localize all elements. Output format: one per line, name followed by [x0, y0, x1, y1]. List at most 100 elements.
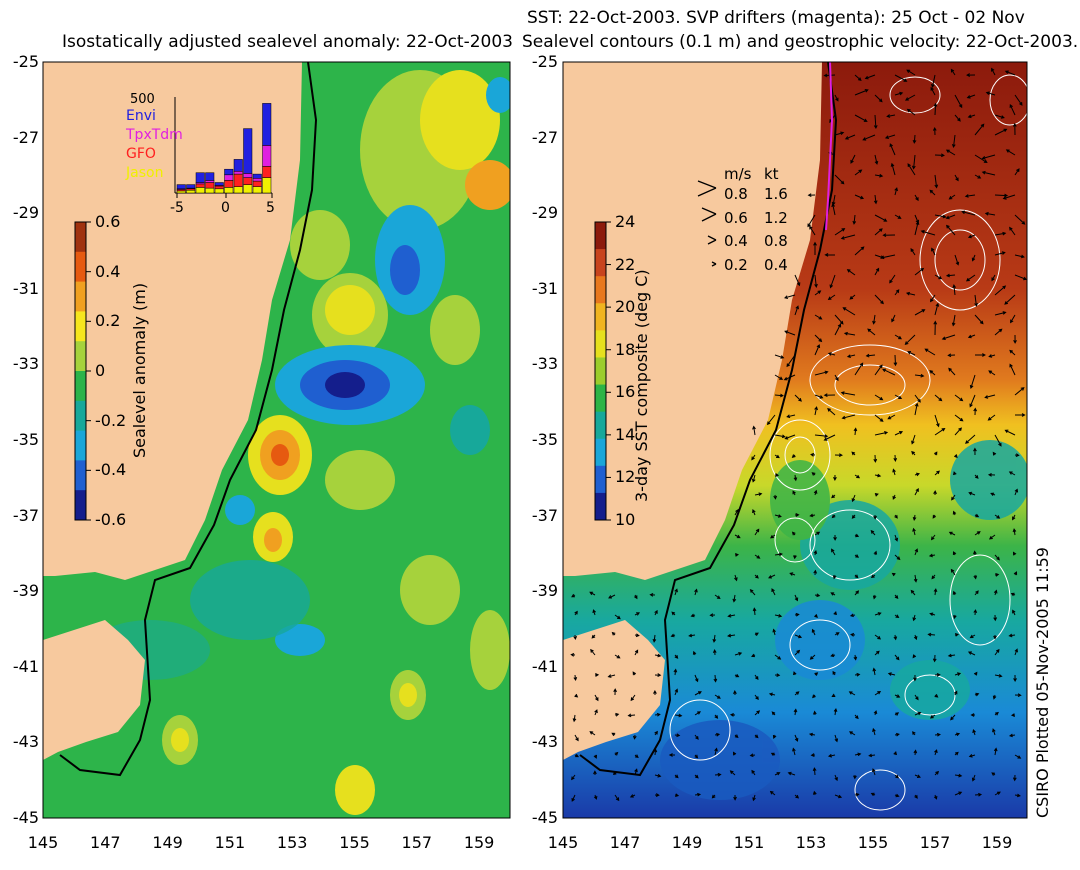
velocity-key-header-kt: kt — [764, 165, 779, 183]
inset-bar-gfo — [214, 185, 224, 190]
right-colorbar-segment — [595, 411, 606, 440]
right-xtick: 157 — [919, 833, 951, 852]
inset-bar-envi — [214, 182, 224, 186]
left-map-title: Isostatically adjusted sealevel anomaly:… — [62, 32, 513, 52]
right-ytick: -37 — [531, 505, 558, 525]
velocity-key-header-ms: m/s — [724, 165, 752, 183]
inset-xtick-0: 0 — [221, 200, 230, 216]
right-ytick: -25 — [531, 52, 558, 71]
inset-bar-gfo — [195, 183, 205, 188]
left-colorbar-segment — [75, 400, 86, 432]
left-ytick: -41 — [12, 656, 39, 676]
left-ytick: -37 — [12, 505, 39, 525]
right-colorbar — [594, 221, 611, 521]
left-ytick: -31 — [12, 278, 39, 298]
right-tasmania — [563, 620, 665, 760]
right-colorbar-segment — [595, 492, 606, 521]
right-colorbar-tick: 14 — [615, 424, 636, 444]
right-colorbar-segment — [595, 330, 606, 358]
right-ytick: -29 — [531, 203, 558, 223]
inset-bar-gfo — [205, 182, 215, 189]
inset-legend-tpxtdm: TpxTdm — [126, 127, 183, 143]
right-colorbar-tick: 20 — [615, 297, 636, 317]
inset-bar-gfo — [252, 180, 262, 187]
inset-bar-jason — [195, 187, 205, 194]
right-ytick: -41 — [531, 656, 558, 676]
inset-bar-gfo — [262, 166, 272, 178]
inset-bar-jason — [262, 177, 272, 194]
inset-bar-jason — [243, 184, 253, 194]
left-xtick: 153 — [276, 833, 308, 852]
right-colorbar-segment — [595, 222, 606, 250]
right-ytick: -45 — [531, 808, 558, 827]
right-map-title-line2: Sealevel contours (0.1 m) and geostrophi… — [522, 32, 1079, 52]
left-colorbar-tick: 0.6 — [95, 212, 121, 231]
right-ytick: -43 — [531, 732, 558, 752]
right-xtick: 147 — [609, 833, 641, 852]
inset-bar-envi — [205, 172, 215, 181]
left-ytick: -29 — [12, 203, 39, 223]
inset-bar-gfo — [224, 180, 234, 188]
right-colorbar-segment — [595, 276, 606, 304]
inset-legend-gfo: GFO — [126, 146, 156, 162]
left-colorbar-segment — [75, 371, 86, 402]
inset-bar-jason — [224, 187, 234, 194]
right-map-frame — [562, 61, 1028, 819]
right-ytick: -33 — [531, 354, 558, 374]
right-colorbar-segment — [595, 303, 606, 331]
inset-bar-tpx — [243, 173, 253, 178]
left-colorbar-segment — [75, 222, 86, 253]
right-colorbar-segment — [595, 465, 606, 494]
velocity-key-ms-2: 0.6 — [724, 209, 748, 227]
csiro-credit: CSIRO Plotted 05-Nov-2005 11:59 — [1033, 547, 1052, 818]
right-colorbar-segment — [595, 438, 606, 467]
inset-bar-tpx — [262, 145, 272, 167]
inset-bar-tpx — [205, 180, 215, 183]
svp-drifter-track — [825, 62, 834, 231]
right-colorbar-tick: 16 — [615, 382, 636, 402]
left-colorbar-segment — [75, 311, 86, 342]
right-xtick: 151 — [733, 833, 765, 852]
inset-bar-jason — [233, 186, 243, 194]
left-ytick: -45 — [12, 808, 39, 827]
sealevel-anomaly-field — [90, 70, 510, 815]
inset-histogram-bars — [176, 103, 272, 194]
geostrophic-velocity-arrows — [570, 67, 1027, 802]
inset-bar-gfo — [243, 177, 253, 185]
right-colorbar-tick: 22 — [615, 254, 636, 274]
right-ytick: -31 — [531, 278, 558, 298]
left-xtick: 157 — [401, 833, 433, 852]
right-colorbar-tick: 10 — [615, 510, 636, 529]
inset-bar-jason — [205, 187, 215, 194]
right-map — [563, 62, 1027, 818]
inset-bar-envi — [233, 159, 243, 172]
right-australia-landmass — [563, 62, 822, 580]
inset-bar-jason — [186, 189, 196, 194]
right-xtick: 149 — [671, 833, 703, 852]
velocity-key-ms-4: 0.2 — [724, 256, 748, 274]
left-colorbar-segment — [75, 341, 86, 372]
left-map — [43, 62, 510, 818]
right-colorbar-label: 3-day SST composite (deg C) — [632, 269, 651, 502]
inset-xtick-neg5: -5 — [170, 200, 184, 216]
right-xtick: 153 — [795, 833, 827, 852]
velocity-key-kt-4: 0.4 — [764, 256, 788, 274]
left-ytick: -43 — [12, 732, 39, 752]
left-colorbar-tick: -0.6 — [95, 510, 127, 529]
right-xtick: 159 — [981, 833, 1013, 852]
right-colorbar-segment — [595, 249, 606, 277]
inset-bar-tpx — [252, 178, 262, 182]
left-xtick: 147 — [90, 833, 121, 852]
right-colorbar-tick: 12 — [615, 467, 636, 487]
inset-bar-tpx — [224, 174, 234, 181]
left-xtick: 145 — [27, 833, 59, 852]
left-colorbar-tick: 0 — [95, 361, 106, 380]
left-ytick: -27 — [12, 127, 39, 147]
right-colorbar-tick: 24 — [615, 212, 636, 231]
left-colorbar-tick: -0.2 — [95, 410, 127, 430]
left-colorbar-tick: -0.4 — [95, 460, 127, 480]
left-map-frame — [42, 61, 511, 819]
inset-legend-jason: Jason — [126, 165, 164, 181]
left-shelf-contour — [59, 62, 318, 777]
left-xtick: 151 — [214, 833, 246, 852]
